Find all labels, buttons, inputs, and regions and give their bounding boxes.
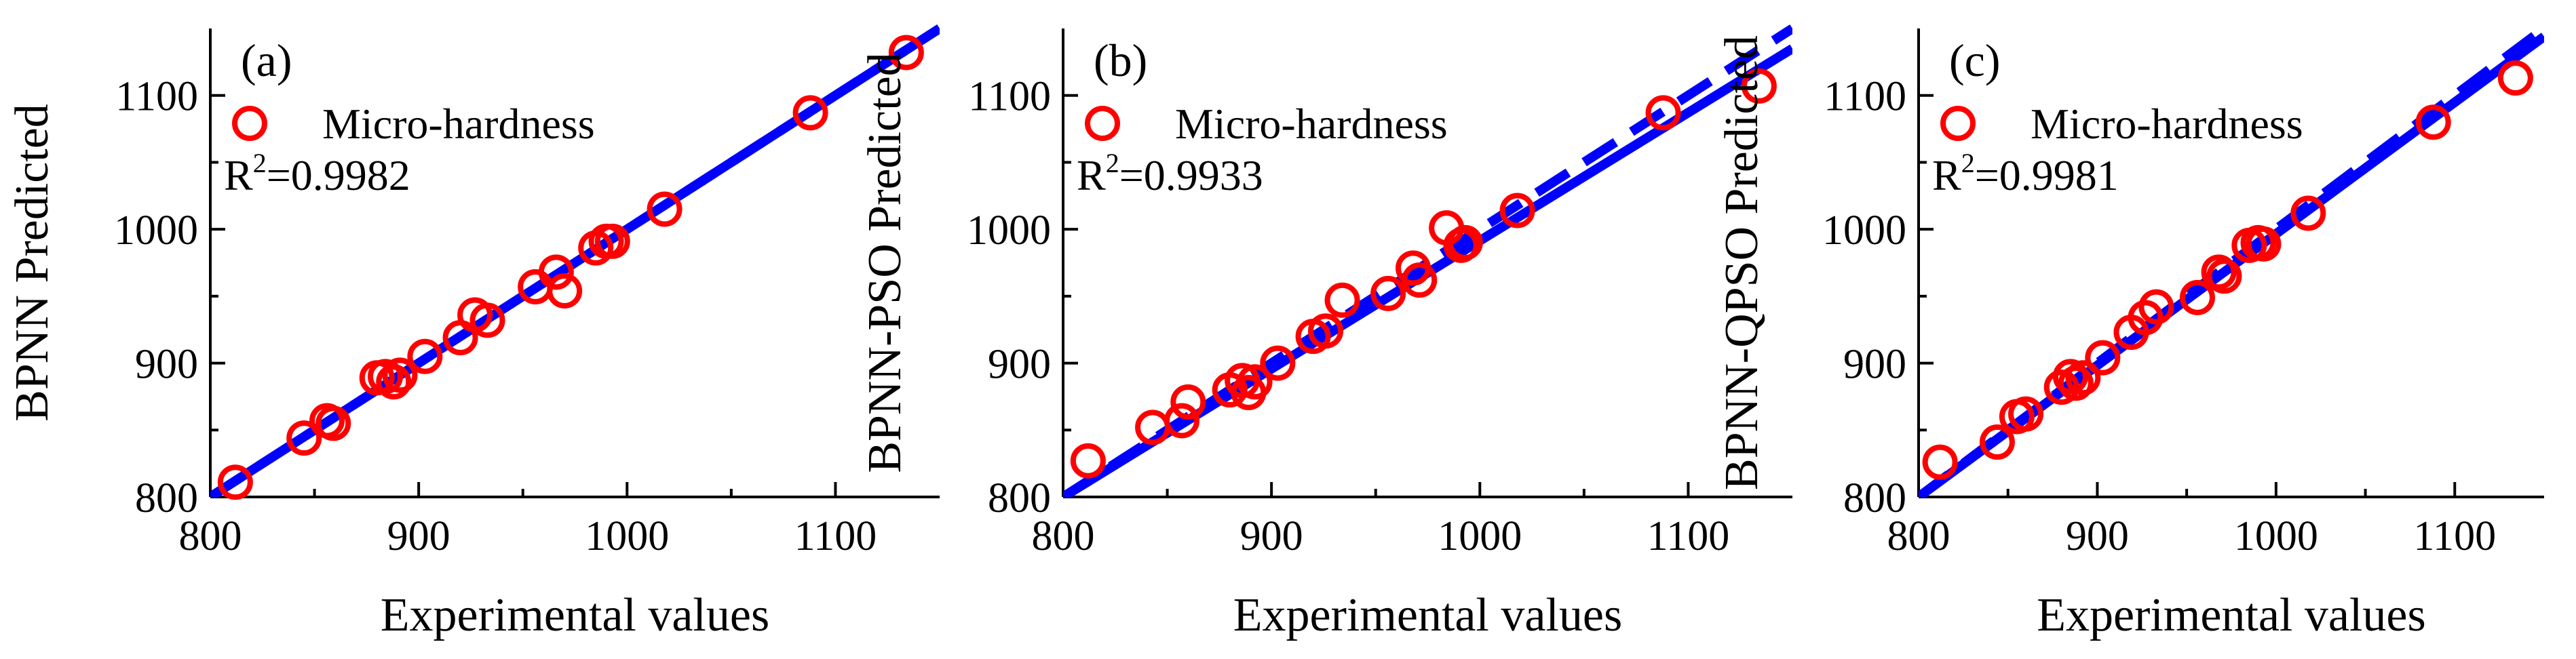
legend-label: Micro-hardness [2031, 100, 2303, 148]
data-point [1979, 424, 2015, 460]
x-axis-title: Experimental values [2037, 589, 2425, 641]
data-point [2179, 279, 2215, 315]
data-point [286, 420, 322, 456]
data-point [594, 223, 630, 259]
x-tick-label: 900 [387, 513, 450, 559]
data-point [2058, 365, 2094, 401]
data-point [407, 338, 443, 374]
fit-line-dashed [210, 24, 940, 497]
x-tick-label: 1000 [585, 513, 669, 559]
data-point [2008, 396, 2044, 432]
y-tick-label: 1100 [968, 74, 1051, 120]
data-point [792, 95, 828, 131]
x-axis-title: Experimental values [1233, 589, 1622, 641]
x-tick-label: 900 [2066, 513, 2129, 559]
data-point [1237, 364, 1273, 400]
y-tick-label: 800 [1843, 475, 1906, 521]
chart-panel-3: 800 900 1000 1100 800 900 1000 1100 Experimental… [1716, 24, 2544, 641]
legend-marker-icon [232, 106, 267, 141]
data-point [2138, 289, 2174, 325]
data-point [2201, 254, 2237, 290]
chart-panel-2: 800 900 1000 1100 800 900 1000 1100 Experimental… [859, 24, 1792, 641]
data-point [376, 364, 412, 400]
data-point [1260, 345, 1296, 381]
data-point [1370, 275, 1406, 311]
data-point [2052, 359, 2088, 395]
legend-label: Micro-hardness [322, 100, 595, 148]
y-tick-label: 1000 [1822, 207, 1906, 254]
data-point [1447, 224, 1483, 260]
r-squared-label: R2=0.9982 [224, 148, 410, 199]
data-point [647, 191, 683, 227]
data-point [1170, 384, 1206, 420]
data-point [2128, 300, 2164, 336]
y-tick-label: 800 [988, 475, 1051, 521]
x-axis-title: Experimental values [381, 589, 769, 641]
data-point [1070, 443, 1106, 479]
x-tick-label: 900 [1240, 513, 1303, 559]
data-point [888, 35, 924, 71]
y-tick-label: 1000 [967, 207, 1051, 254]
data-point [469, 302, 505, 338]
data-point [547, 273, 583, 308]
panel-label: (c) [1949, 35, 2000, 86]
data-point [2415, 104, 2451, 140]
data-point [315, 405, 351, 441]
x-tick-label: 1000 [2234, 513, 2318, 559]
data-point [1324, 282, 1360, 318]
y-tick-label: 1100 [115, 74, 198, 120]
legend-label: Micro-hardness [1175, 100, 1448, 148]
data-point [1645, 95, 1681, 131]
data-point [2246, 226, 2282, 262]
data-point [2206, 258, 2242, 294]
panel-label: (a) [241, 35, 292, 86]
data-point [217, 464, 253, 500]
legend-marker-icon [1085, 106, 1120, 141]
x-tick-label: 800 [1887, 513, 1950, 559]
chart-panel-1: 800 900 1000 1100 800 900 1000 1100 Experimental… [6, 24, 940, 641]
y-axis-title: BPNN Predicted [6, 104, 58, 422]
x-tick-label: 1100 [2413, 513, 2496, 559]
y-tick-label: 900 [988, 342, 1051, 388]
data-point [1499, 193, 1535, 228]
data-point [1922, 444, 1958, 480]
y-tick-label: 900 [1843, 342, 1906, 388]
x-tick-label: 1100 [1647, 513, 1730, 559]
data-point [1402, 262, 1438, 298]
y-axis-title: BPNN-PSO Predicted [859, 52, 911, 473]
y-tick-label: 1100 [1824, 74, 1906, 120]
legend-marker-icon [1940, 106, 1976, 141]
panel-label: (b) [1094, 35, 1147, 86]
y-tick-label: 900 [135, 342, 198, 388]
x-tick-label: 1100 [794, 513, 877, 559]
y-tick-label: 1000 [114, 207, 198, 254]
y-tick-label: 800 [135, 475, 198, 521]
x-tick-label: 1000 [1438, 513, 1522, 559]
y-axis-title: BPNN-QPSO Predicted [1716, 35, 1768, 490]
data-point [538, 254, 574, 290]
data-point [1164, 403, 1200, 439]
data-point [2065, 360, 2101, 396]
data-point [2497, 60, 2533, 96]
r-squared-label: R2=0.9933 [1077, 148, 1263, 199]
data-point [382, 357, 418, 393]
data-point [1308, 313, 1343, 349]
r-squared-label: R2=0.9981 [1932, 148, 2119, 199]
data-point [1741, 68, 1777, 104]
x-tick-label: 800 [179, 513, 242, 559]
data-point [2085, 340, 2121, 376]
data-point [2290, 195, 2326, 231]
x-tick-label: 800 [1032, 513, 1095, 559]
